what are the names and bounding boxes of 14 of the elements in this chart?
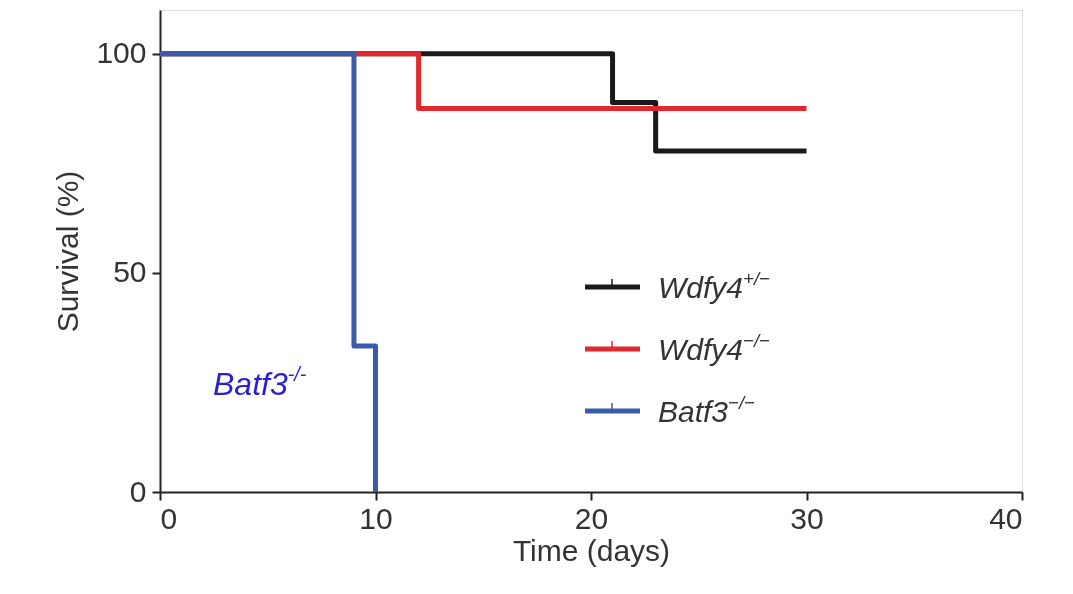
y-axis-title: Survival (%): [51, 170, 85, 333]
y-tick-label: 100: [96, 36, 147, 70]
annotation: Batf3-/-: [213, 362, 307, 402]
x-tick-label: 20: [574, 501, 609, 535]
legend-label: Batf3−/−: [658, 391, 756, 428]
y-tick-label: 50: [113, 255, 147, 289]
x-tick-label: 0: [160, 501, 178, 535]
legend-label: Wdfy4−/−: [658, 329, 771, 366]
x-tick-label: 10: [359, 501, 393, 535]
x-axis-title: Time (days): [512, 533, 671, 567]
legend-label: Wdfy4+/−: [658, 267, 771, 304]
x-tick-label: 30: [790, 501, 824, 535]
y-tick-label: 0: [129, 474, 147, 508]
x-tick-label: 40: [989, 501, 1023, 535]
